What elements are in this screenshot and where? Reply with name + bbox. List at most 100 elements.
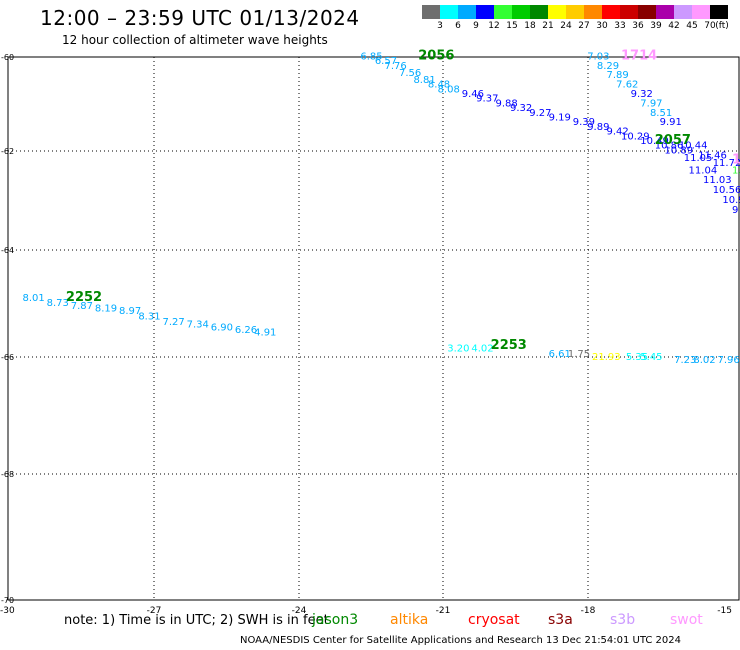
wave-height-point: 9.32 <box>510 103 532 114</box>
x-tick-label: -21 <box>436 606 451 616</box>
color-legend-bar <box>422 5 728 19</box>
wave-height-point: 11.46 <box>698 150 727 161</box>
wave-height-point: 5.45 <box>640 352 662 363</box>
legend-swatch <box>512 5 530 19</box>
legend-swatch <box>440 5 458 19</box>
wave-height-point: 4.91 <box>254 328 276 339</box>
wave-height-point: 10.44 <box>679 141 708 152</box>
y-tick-label: -64 <box>1 246 14 255</box>
legend-label: 45 <box>686 21 698 31</box>
legend-label: 3 <box>437 21 443 31</box>
x-tick-label: -27 <box>147 606 162 616</box>
wave-height-point: 8.97 <box>119 306 141 317</box>
wave-height-point: 11.72 <box>713 158 740 169</box>
wave-height-point: 9.37 <box>476 94 498 105</box>
x-tick-label: -15 <box>717 606 732 616</box>
wave-height-point: 7.97 <box>640 98 662 109</box>
wave-height-point: 8.73 <box>47 298 69 309</box>
y-tick-label: -68 <box>1 470 14 479</box>
y-tick-label: -60 <box>1 53 14 62</box>
pass-id-label: 1714 <box>621 48 657 63</box>
wave-height-point: 10.89 <box>664 145 693 156</box>
pass-id-label: 1715 <box>732 152 740 167</box>
wave-height-point: 10.9 <box>722 195 740 206</box>
satellite-legend-item: altika <box>390 612 429 628</box>
legend-label: 30 <box>596 21 608 31</box>
wave-height-point: 3.20 <box>447 344 469 355</box>
wave-height-point: 21.93 <box>592 352 621 363</box>
chart-title: 12:00 – 23:59 UTC 01/13/2024 <box>40 6 360 30</box>
wave-height-point: 7.03 <box>587 51 609 62</box>
legend-label: 42 <box>668 21 680 31</box>
wave-height-point: 7.96 <box>718 355 740 366</box>
chart-subtitle: 12 hour collection of altimeter wave hei… <box>62 33 328 47</box>
legend-swatch <box>566 5 584 19</box>
wave-height-point: 7.27 <box>162 317 184 328</box>
wave-height-point: 7.23 <box>674 355 696 366</box>
y-tick-label: -66 <box>1 353 14 362</box>
wave-height-point: 6.90 <box>211 322 233 333</box>
wave-height-point: 6.57 <box>375 56 397 67</box>
wave-height-point: 8.02 <box>693 355 715 366</box>
legend-swatch <box>710 5 728 19</box>
legend-label: 39 <box>650 21 662 31</box>
x-tick-label: -24 <box>292 606 307 616</box>
wave-height-point: 11.03 <box>703 175 732 186</box>
pass-id-label: 2252 <box>66 290 102 305</box>
legend-swatch <box>602 5 620 19</box>
credit-line: NOAA/NESDIS Center for Satellite Applica… <box>240 635 682 646</box>
wave-height-point: 7.76 <box>384 61 406 72</box>
wave-height-point: 9.91 <box>660 117 682 128</box>
footnote: note: 1) Time is in UTC; 2) SWH is in fe… <box>64 613 329 628</box>
wave-height-point: 1.75 <box>568 349 590 360</box>
wave-height-point: 8.31 <box>138 312 160 323</box>
wave-height-point: 6.26 <box>235 325 257 336</box>
wave-height-point: 10.49 <box>640 136 669 147</box>
legend-swatch <box>548 5 566 19</box>
satellite-legend-item: cryosat <box>468 612 520 628</box>
wave-height-point: 7.34 <box>187 320 209 331</box>
legend-swatch <box>458 5 476 19</box>
satellite-legend-item: jason3 <box>312 612 359 628</box>
wave-height-point: 10.29 <box>621 131 650 142</box>
wave-height-point: 8.81 <box>413 75 435 86</box>
legend-swatch <box>494 5 512 19</box>
wave-height-point: 9.27 <box>529 108 551 119</box>
wave-height-point: 9.88 <box>495 98 517 109</box>
legend-label: 24 <box>560 21 572 31</box>
satellite-legend-item: s3b <box>610 612 636 628</box>
pass-id-label: 2253 <box>491 338 527 353</box>
legend-unit: (ft) <box>715 21 729 31</box>
wave-height-point: 6.61 <box>549 349 571 360</box>
wave-height-point: 9.89 <box>587 122 609 133</box>
plot-frame <box>7 56 740 601</box>
wave-height-point: 10.86 <box>655 141 684 152</box>
wave-height-point: 8.48 <box>428 80 450 91</box>
wave-height-point: 9.32 <box>631 89 653 100</box>
legend-label: 9 <box>473 21 479 31</box>
legend-swatch <box>656 5 674 19</box>
y-tick-label: -62 <box>1 147 14 156</box>
legend-swatch <box>638 5 656 19</box>
wave-height-point: 8.08 <box>438 84 460 95</box>
wave-height-point: 7.89 <box>607 70 629 81</box>
legend-label: 70 <box>704 21 716 31</box>
legend-label: 18 <box>524 21 536 31</box>
legend-label: 33 <box>614 21 626 31</box>
wave-height-point: 6.85 <box>360 51 382 62</box>
wave-height-point: 9.42 <box>607 127 629 138</box>
legend-swatch <box>476 5 494 19</box>
wave-height-point: 9.46 <box>462 89 484 100</box>
wave-height-point: 10.56 <box>713 185 740 196</box>
legend-label: 15 <box>506 21 518 31</box>
wave-height-point: 12.1 <box>732 165 740 176</box>
satellite-legend-item: swot <box>670 612 703 628</box>
x-tick-label: -30 <box>0 606 15 616</box>
wave-height-point: 7.62 <box>616 80 638 91</box>
wave-height-point: 8.19 <box>95 304 117 315</box>
legend-swatch <box>692 5 710 19</box>
wave-height-point: 9.19 <box>549 112 571 123</box>
wave-height-point: 4.02 <box>471 344 493 355</box>
wave-height-point: 5.35 <box>626 352 648 363</box>
